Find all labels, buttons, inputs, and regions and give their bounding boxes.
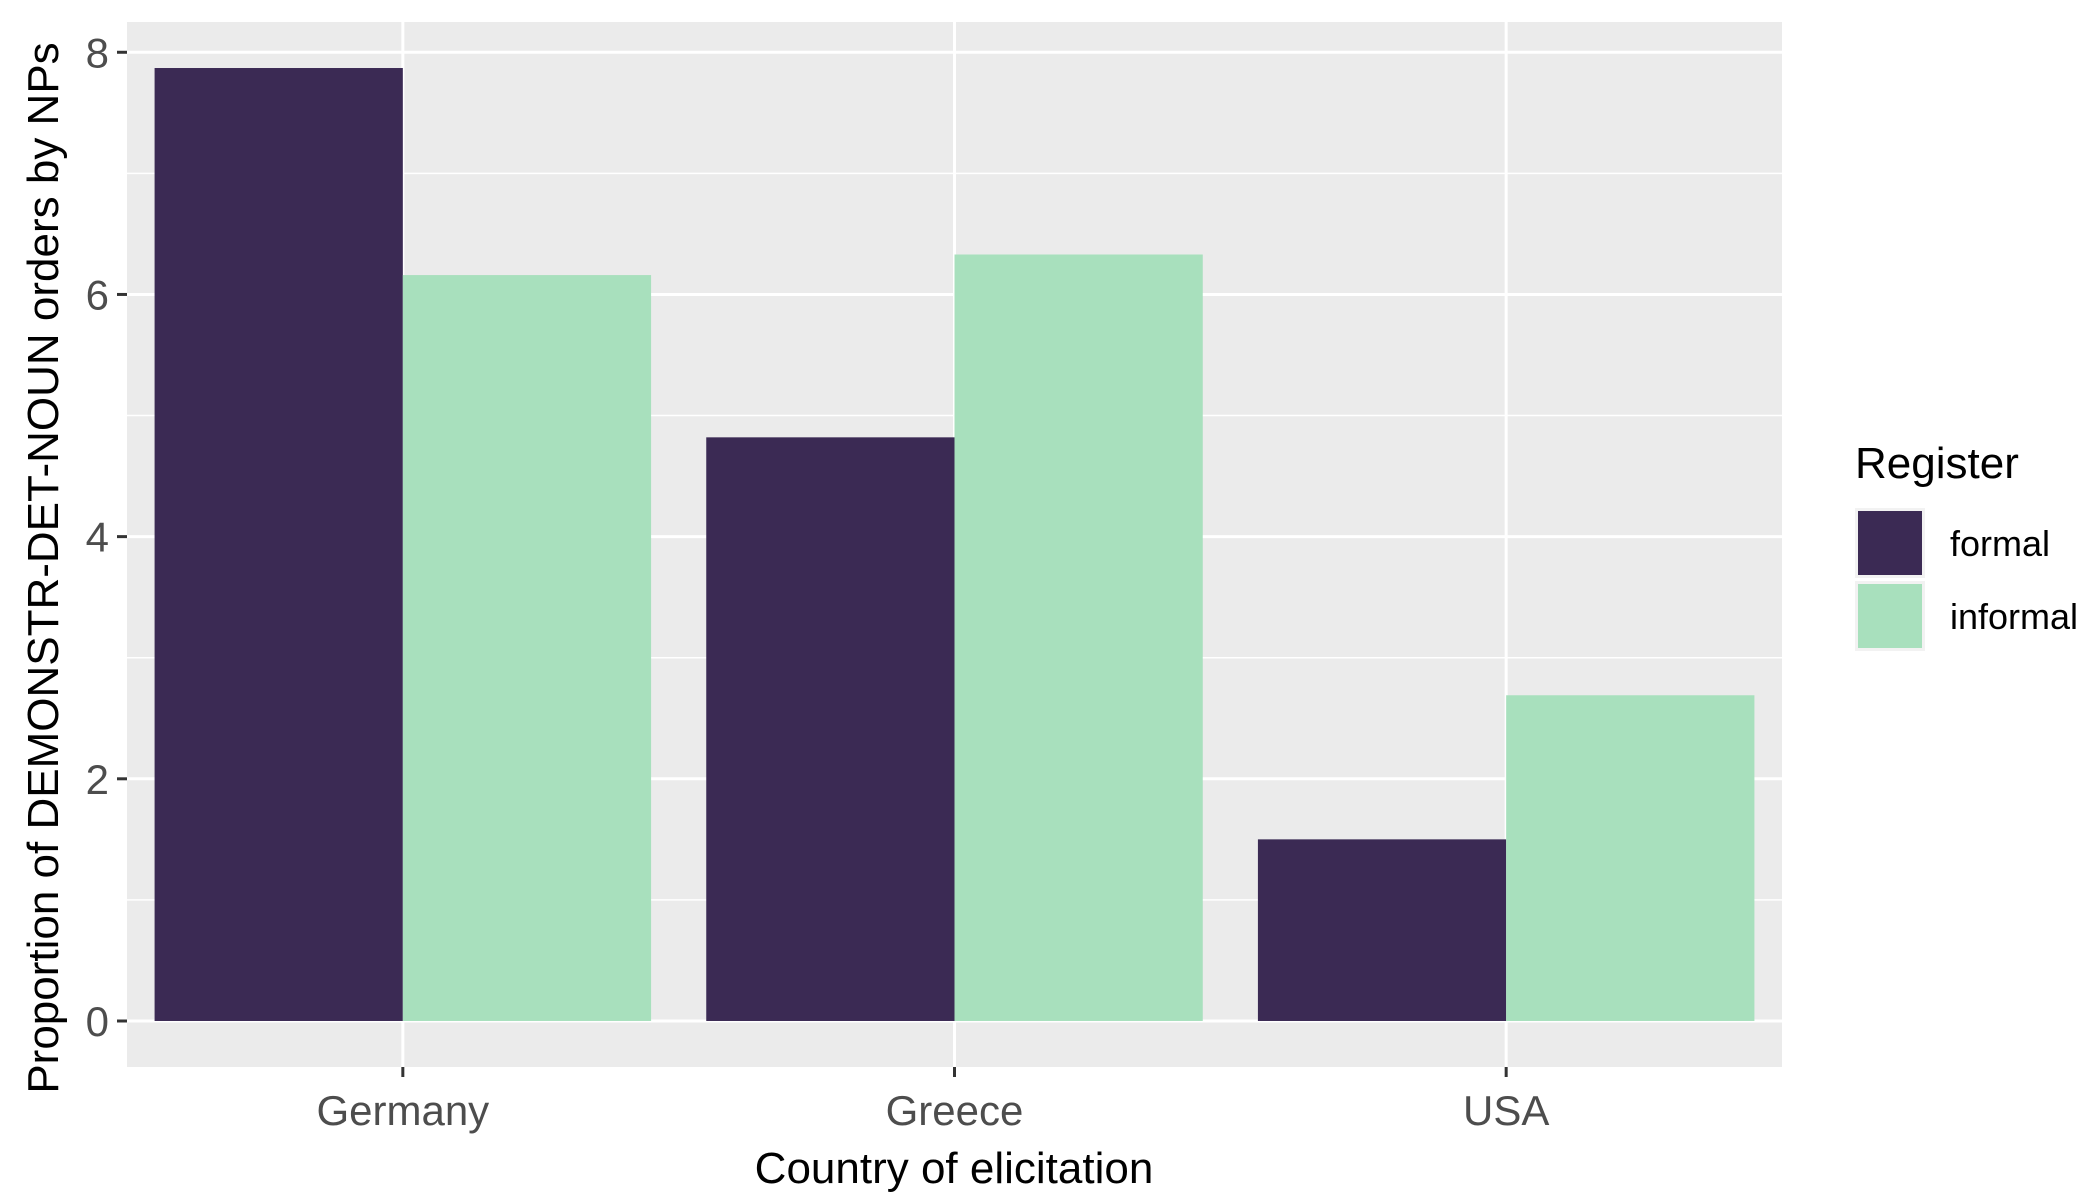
y-tick-label: 2 (86, 756, 109, 803)
y-tick-label: 0 (86, 998, 109, 1045)
bar-formal-greece (706, 437, 955, 1021)
legend-label-formal: formal (1950, 523, 2050, 564)
y-axis-title: Proportion of DEMONSTR-DET-NOUN orders b… (19, 42, 68, 1093)
bar-formal-germany (154, 68, 403, 1021)
legend-title: Register (1855, 439, 2019, 488)
y-tick-label: 8 (86, 29, 109, 76)
x-axis: Germany Greece USA (316, 1067, 1549, 1134)
legend: Register formal informal (1855, 439, 2078, 651)
legend-label-informal: informal (1950, 596, 2078, 637)
bars (154, 68, 1755, 1021)
y-tick-label: 6 (86, 271, 109, 318)
bar-informal-germany (402, 275, 652, 1021)
bar-formal-usa (1257, 839, 1507, 1021)
y-axis: 0 2 4 6 8 (86, 29, 127, 1045)
bar-informal-greece (954, 254, 1203, 1021)
y-tick-label: 4 (86, 514, 109, 561)
x-tick-label-germany: Germany (316, 1087, 489, 1134)
x-axis-title: Country of elicitation (755, 1144, 1154, 1193)
x-tick-label-greece: Greece (886, 1087, 1024, 1134)
legend-swatch-informal (1858, 584, 1922, 648)
x-tick-label-usa: USA (1463, 1087, 1549, 1134)
legend-swatch-formal (1858, 511, 1922, 575)
bar-informal-usa (1506, 695, 1755, 1021)
